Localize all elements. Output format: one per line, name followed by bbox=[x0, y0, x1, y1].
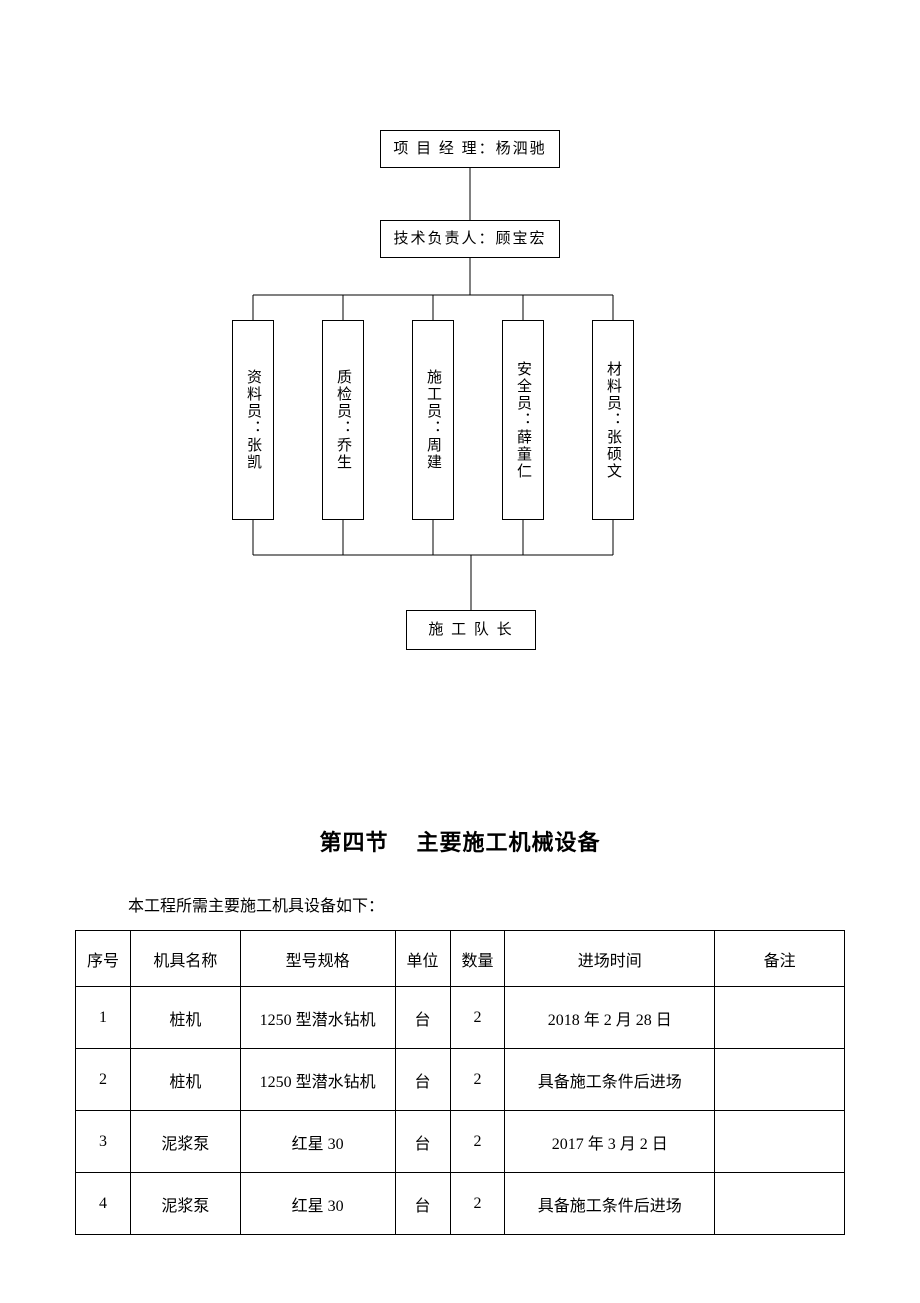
node-staff-1: 质检员：乔生 bbox=[322, 320, 364, 520]
table-cell: 1250 型潜水钻机 bbox=[240, 987, 395, 1049]
table-cell: 2 bbox=[450, 1111, 505, 1173]
equipment-col-header: 进场时间 bbox=[505, 931, 715, 987]
table-cell: 1250 型潜水钻机 bbox=[240, 1049, 395, 1111]
table-cell: 泥浆泵 bbox=[130, 1111, 240, 1173]
table-cell: 红星 30 bbox=[240, 1111, 395, 1173]
equipment-col-header: 备注 bbox=[715, 931, 845, 987]
node-team-leader: 施 工 队 长 bbox=[406, 610, 536, 650]
section-title-text: 主要施工机械设备 bbox=[417, 830, 601, 855]
table-cell bbox=[715, 1111, 845, 1173]
table-cell: 3 bbox=[76, 1111, 131, 1173]
table-row: 3泥浆泵红星 30台22017 年 3 月 2 日 bbox=[76, 1111, 845, 1173]
intro-text: 本工程所需主要施工机具设备如下： bbox=[128, 892, 384, 916]
table-cell: 台 bbox=[395, 1049, 450, 1111]
table-cell: 红星 30 bbox=[240, 1173, 395, 1235]
table-cell: 桩机 bbox=[130, 1049, 240, 1111]
table-cell: 2017 年 3 月 2 日 bbox=[505, 1111, 715, 1173]
table-cell: 台 bbox=[395, 1111, 450, 1173]
node-staff-2: 施工员：周建 bbox=[412, 320, 454, 520]
table-cell bbox=[715, 1173, 845, 1235]
table-cell: 1 bbox=[76, 987, 131, 1049]
node-staff-4: 材料员：张硕文 bbox=[592, 320, 634, 520]
table-row: 1桩机1250 型潜水钻机台22018 年 2 月 28 日 bbox=[76, 987, 845, 1049]
table-row: 2桩机1250 型潜水钻机台2具备施工条件后进场 bbox=[76, 1049, 845, 1111]
table-cell: 2 bbox=[450, 1173, 505, 1235]
table-cell: 台 bbox=[395, 1173, 450, 1235]
node-staff-3: 安全员：薛童仁 bbox=[502, 320, 544, 520]
equipment-col-header: 型号规格 bbox=[240, 931, 395, 987]
table-row: 4泥浆泵红星 30台2具备施工条件后进场 bbox=[76, 1173, 845, 1235]
table-cell: 泥浆泵 bbox=[130, 1173, 240, 1235]
equipment-table-header-row: 序号机具名称型号规格单位数量进场时间备注 bbox=[76, 931, 845, 987]
node-staff-0: 资料员：张凯 bbox=[232, 320, 274, 520]
section-part: 第四节 bbox=[319, 830, 388, 855]
org-chart: 项 目 经 理：杨泗驰技术负责人：顾宝宏资料员：张凯 质检员：乔生 施工员：周建 安全… bbox=[0, 0, 920, 720]
equipment-col-header: 机具名称 bbox=[130, 931, 240, 987]
node-project-manager: 项 目 经 理：杨泗驰 bbox=[380, 130, 560, 168]
equipment-table: 序号机具名称型号规格单位数量进场时间备注 1桩机1250 型潜水钻机台22018… bbox=[75, 930, 845, 1235]
table-cell: 具备施工条件后进场 bbox=[505, 1049, 715, 1111]
table-cell: 4 bbox=[76, 1173, 131, 1235]
table-cell: 2 bbox=[450, 987, 505, 1049]
table-cell bbox=[715, 1049, 845, 1111]
table-cell: 具备施工条件后进场 bbox=[505, 1173, 715, 1235]
table-cell bbox=[715, 987, 845, 1049]
table-cell: 桩机 bbox=[130, 987, 240, 1049]
table-cell: 2 bbox=[76, 1049, 131, 1111]
node-tech-lead: 技术负责人：顾宝宏 bbox=[380, 220, 560, 258]
section-heading: 第四节 主要施工机械设备 bbox=[0, 825, 920, 857]
equipment-table-body: 1桩机1250 型潜水钻机台22018 年 2 月 28 日2桩机1250 型潜… bbox=[76, 987, 845, 1235]
equipment-col-header: 数量 bbox=[450, 931, 505, 987]
table-cell: 2018 年 2 月 28 日 bbox=[505, 987, 715, 1049]
equipment-col-header: 序号 bbox=[76, 931, 131, 987]
table-cell: 台 bbox=[395, 987, 450, 1049]
table-cell: 2 bbox=[450, 1049, 505, 1111]
equipment-col-header: 单位 bbox=[395, 931, 450, 987]
